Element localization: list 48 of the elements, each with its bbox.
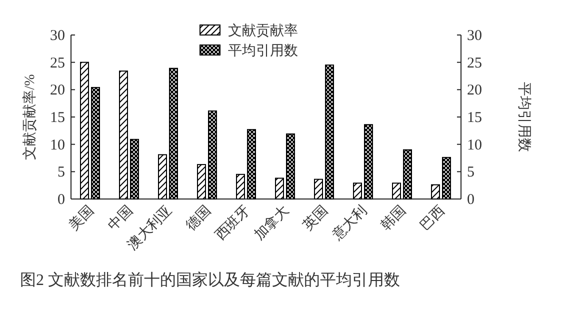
y2-tick-label: 0 xyxy=(467,192,474,208)
legend-label: 文献贡献率 xyxy=(228,23,298,39)
x-tick-label: 意大利 xyxy=(328,202,370,244)
bar xyxy=(197,164,206,200)
bar xyxy=(91,86,100,200)
bar xyxy=(119,70,128,200)
bar xyxy=(403,149,412,200)
bar xyxy=(80,62,89,200)
bar xyxy=(431,184,440,200)
y-tick-label: 20 xyxy=(50,82,65,99)
y-tick-label: 25 xyxy=(50,55,65,72)
x-tick-label: 韩国 xyxy=(378,202,410,234)
caption: 图2 文献数排名前十的国家以及每篇文献的平均引用数 xyxy=(20,271,400,289)
y2-tick-label: 15 xyxy=(467,110,482,126)
x-tick-label: 西班牙 xyxy=(212,202,254,244)
bar xyxy=(208,110,217,200)
bar xyxy=(236,174,245,200)
y2-tick-label: 10 xyxy=(467,137,482,154)
y2-tick-label: 20 xyxy=(467,82,482,99)
x-tick-label: 美国 xyxy=(66,202,98,234)
x-tick-label: 巴西 xyxy=(418,203,448,234)
bar xyxy=(247,129,256,200)
y2-tick-label: 5 xyxy=(467,164,474,181)
y2-axis-title: 平均引用数 xyxy=(516,82,532,152)
bar xyxy=(169,68,178,200)
x-tick-label: 中国 xyxy=(105,202,136,234)
y-tick-label: 0 xyxy=(58,192,65,208)
y2-tick-label: 30 xyxy=(467,28,482,44)
bar xyxy=(442,156,451,200)
x-tick-label: 加拿大 xyxy=(251,202,292,244)
bar xyxy=(130,138,139,200)
bar xyxy=(364,124,373,200)
y-tick-label: 5 xyxy=(58,164,65,181)
x-tick-label: 德国 xyxy=(183,202,214,234)
y2-tick-label: 25 xyxy=(467,55,482,72)
y-tick-label: 30 xyxy=(50,28,65,44)
bar xyxy=(353,182,362,200)
bar xyxy=(314,178,323,200)
y-tick-label: 10 xyxy=(50,137,65,154)
y-tick-label: 15 xyxy=(50,110,65,126)
bar xyxy=(325,64,334,200)
bar xyxy=(275,178,284,200)
x-tick-label: 英国 xyxy=(300,202,332,234)
legend-label: 平均引用数 xyxy=(228,43,298,59)
bar xyxy=(392,182,401,200)
bar xyxy=(286,133,295,200)
bar xyxy=(158,154,167,200)
y-axis-title: 文献贡献率/% xyxy=(22,74,38,160)
